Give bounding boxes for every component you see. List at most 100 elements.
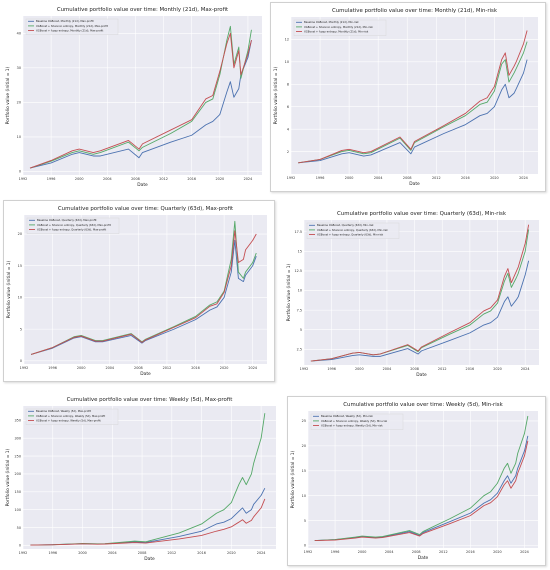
y-tick-label: 100 bbox=[15, 508, 21, 512]
series-line-baseline bbox=[29, 40, 252, 169]
chart-title: Cumulative portfolio value over time: Qu… bbox=[58, 206, 233, 212]
y-tick-label: 20 bbox=[17, 101, 21, 105]
series-line-baseline bbox=[298, 59, 528, 164]
series-line-fuzzy bbox=[31, 230, 257, 355]
x-tick-label: 2000 bbox=[78, 551, 87, 555]
chart-panel-quarterly-min-risk: Cumulative portfolio value over time: Qu… bbox=[284, 206, 546, 382]
x-axis-label: Date bbox=[409, 181, 420, 187]
legend-entry: Baseline XGBoost, Monthly (21d), Max-pro… bbox=[36, 19, 94, 23]
chart-panel-quarterly-max-profit: Cumulative portfolio value over time: Qu… bbox=[3, 200, 275, 382]
y-tick-label: 10 bbox=[17, 135, 21, 139]
x-axis-label: Date bbox=[418, 555, 429, 561]
x-tick-label: 2020 bbox=[490, 176, 499, 180]
x-tick-label: 2008 bbox=[410, 367, 419, 371]
series-line-fuzzy bbox=[298, 30, 528, 164]
series-line-shannon bbox=[29, 25, 252, 169]
x-tick-label: 2016 bbox=[191, 366, 200, 370]
chart-title: Cumulative portfolio value over time: We… bbox=[343, 402, 503, 408]
y-axis-label: Portfolio value (initial = 1) bbox=[286, 263, 292, 321]
x-tick-label: 1992 bbox=[304, 550, 313, 554]
chart-svg: Cumulative portfolio value over time: Mo… bbox=[273, 8, 538, 187]
legend-entry: XGBoost + Shannon entropy, Weekly (5d), … bbox=[321, 419, 388, 423]
x-tick-label: 2020 bbox=[493, 550, 502, 554]
legend-entry: XGBoost + Shannon entropy, Quarterly (63… bbox=[317, 228, 388, 232]
y-tick-label: 10 bbox=[18, 296, 22, 300]
series-line-baseline bbox=[310, 260, 530, 362]
legend-box bbox=[25, 18, 119, 35]
plot-area bbox=[304, 220, 539, 365]
x-tick-label: 2000 bbox=[345, 176, 354, 180]
x-tick-label: 2000 bbox=[358, 550, 367, 554]
y-tick-label: 15 bbox=[298, 250, 302, 254]
y-tick-label: 4 bbox=[287, 127, 289, 131]
y-tick-label: 0 bbox=[19, 170, 21, 174]
x-tick-label: 2020 bbox=[227, 551, 236, 555]
x-tick-label: 2008 bbox=[134, 366, 143, 370]
y-tick-label: 5 bbox=[304, 519, 306, 523]
x-tick-label: 2012 bbox=[432, 176, 441, 180]
y-tick-label: 17.5 bbox=[294, 230, 302, 234]
x-tick-label: 1992 bbox=[20, 366, 29, 370]
y-tick-label: 2 bbox=[287, 150, 289, 154]
x-tick-label: 2016 bbox=[461, 176, 470, 180]
x-tick-label: 2004 bbox=[105, 366, 114, 370]
y-tick-label: 0 bbox=[20, 359, 22, 363]
x-tick-label: 2012 bbox=[438, 367, 447, 371]
y-tick-label: 7.5 bbox=[297, 308, 302, 312]
y-tick-label: 10 bbox=[298, 289, 302, 293]
x-tick-label: 2024 bbox=[520, 550, 529, 554]
x-tick-label: 1996 bbox=[331, 550, 340, 554]
y-tick-label: 0 bbox=[19, 544, 21, 548]
series-line-shannon bbox=[314, 415, 529, 541]
chart-title: Cumulative portfolio value over time: Mo… bbox=[57, 7, 228, 13]
legend-entry: XGBoost + fuzzy entropy, Monthly (21d), … bbox=[36, 28, 103, 32]
legend-entry: XGBoost + fuzzy entropy, Quarterly (63d)… bbox=[37, 227, 106, 231]
x-tick-label: 2020 bbox=[493, 367, 502, 371]
x-tick-label: 1996 bbox=[316, 176, 325, 180]
x-tick-label: 1992 bbox=[19, 177, 28, 181]
y-tick-label: 12.5 bbox=[294, 269, 302, 273]
plot-area bbox=[291, 17, 538, 174]
x-tick-label: 1992 bbox=[287, 176, 296, 180]
y-axis-label: Portfolio value (initial = 1) bbox=[5, 448, 11, 506]
y-axis-label: Portfolio value (initial = 1) bbox=[273, 66, 279, 124]
x-tick-label: 2004 bbox=[383, 367, 392, 371]
y-tick-label: 20 bbox=[302, 444, 306, 448]
x-tick-label: 2004 bbox=[385, 550, 394, 554]
x-tick-label: 2024 bbox=[257, 551, 266, 555]
y-tick-label: 15 bbox=[18, 264, 22, 268]
legend-entry: XGBoost + Shannon entropy, Monthly (21d)… bbox=[36, 24, 108, 28]
y-tick-label: 10 bbox=[285, 60, 289, 64]
x-tick-label: 1992 bbox=[300, 367, 309, 371]
plot-area bbox=[308, 411, 538, 548]
x-tick-label: 2016 bbox=[466, 550, 475, 554]
chart-svg: Cumulative portfolio value over time: We… bbox=[290, 402, 538, 561]
series-line-fuzzy bbox=[310, 224, 530, 362]
y-tick-label: 8 bbox=[287, 82, 289, 86]
legend-entry: Baseline XGBoost, Weekly (5d), Min-risk bbox=[321, 414, 373, 418]
plot-area bbox=[23, 16, 262, 175]
x-tick-label: 2012 bbox=[168, 551, 177, 555]
x-tick-label: 2012 bbox=[163, 366, 172, 370]
legend-entry: XGBoost + fuzzy entropy, Weekly (5d), Mi… bbox=[321, 423, 383, 427]
x-tick-label: 2012 bbox=[159, 177, 168, 181]
y-tick-label: 15 bbox=[302, 469, 306, 473]
chart-title: Cumulative portfolio value over time: We… bbox=[67, 397, 233, 403]
chart-svg: Cumulative portfolio value over time: Qu… bbox=[286, 211, 539, 378]
x-tick-label: 1996 bbox=[48, 366, 57, 370]
x-tick-label: 2024 bbox=[244, 177, 253, 181]
legend-box bbox=[293, 19, 387, 36]
series-line-shannon bbox=[298, 41, 528, 164]
legend-entry: Baseline XGBoost, Quarterly (63d), Max-p… bbox=[37, 218, 97, 222]
x-tick-label: 2008 bbox=[138, 551, 147, 555]
y-tick-label: 20 bbox=[18, 232, 22, 236]
x-axis-label: Date bbox=[137, 182, 148, 188]
chart-panel-weekly-max-profit: Cumulative portfolio value over time: We… bbox=[3, 392, 283, 566]
x-tick-label: 2004 bbox=[108, 551, 117, 555]
x-tick-label: 1996 bbox=[327, 367, 336, 371]
series-line-fuzzy bbox=[30, 498, 266, 546]
chart-panel-monthly-max-profit: Cumulative portfolio value over time: Mo… bbox=[3, 2, 269, 192]
y-tick-label: 2.5 bbox=[297, 348, 302, 352]
x-tick-label: 2020 bbox=[220, 366, 229, 370]
x-tick-label: 2016 bbox=[197, 551, 206, 555]
